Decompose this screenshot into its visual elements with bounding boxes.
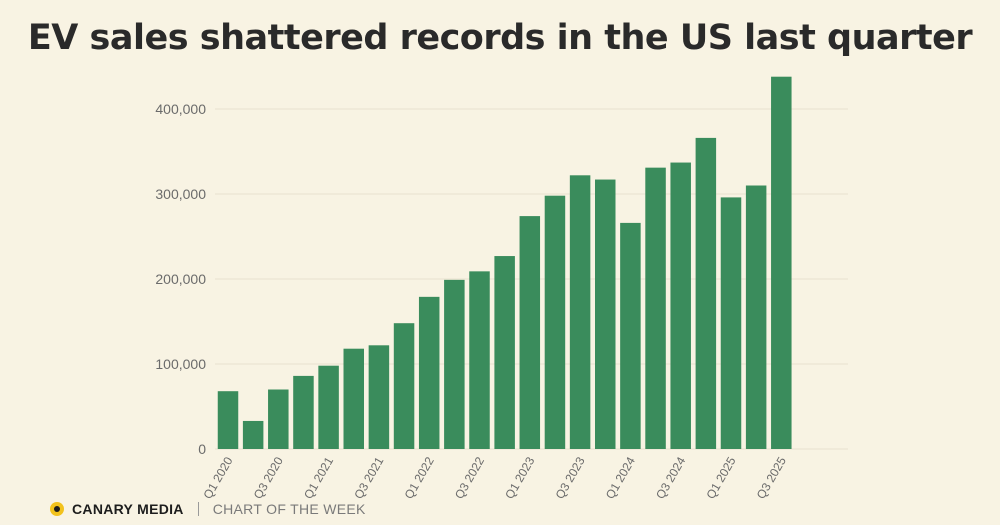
x-tick-label: Q1 2024 [603, 454, 638, 501]
x-tick-label: Q3 2024 [653, 454, 688, 501]
bar-q1-2021 [318, 365, 339, 449]
y-tick-label: 0 [198, 441, 206, 457]
y-tick-label: 100,000 [155, 356, 206, 372]
bar-q3-2020 [268, 389, 289, 449]
y-tick-label: 200,000 [155, 271, 206, 287]
footer: CANARY MEDIA CHART OF THE WEEK [50, 501, 366, 517]
bar-q4-2022 [494, 256, 515, 449]
x-tick-label: Q3 2025 [754, 454, 789, 501]
y-axis: 0 100,000 200,000 300,000 400,000 [155, 101, 206, 457]
x-tick-label: Q1 2021 [301, 454, 336, 501]
bar-q1-2023 [519, 216, 541, 449]
bar-q1-2020 [217, 391, 239, 449]
brand-name: CANARY MEDIA [72, 501, 184, 517]
bar-q2-2024 [645, 167, 666, 449]
bar-q2-2020 [242, 420, 264, 449]
bar-q3-2022 [469, 271, 490, 449]
bar-q4-2023 [595, 179, 616, 450]
bar-q3-2021 [368, 345, 390, 449]
x-tick-label: Q1 2020 [200, 454, 235, 501]
bar-q4-2024 [695, 137, 717, 449]
bar-q4-2021 [393, 323, 415, 449]
bar-q4-2020 [293, 375, 314, 449]
bar-q3-2025 [771, 76, 792, 449]
bar-q3-2024 [670, 162, 691, 450]
bar-q2-2022 [444, 279, 465, 449]
chart-title: EV sales shattered records in the US las… [27, 18, 973, 58]
bars [217, 76, 792, 450]
x-tick-label: Q1 2025 [703, 454, 738, 501]
x-axis: Q1 2020 Q3 2020 Q1 2021 Q3 2021 Q1 2022 Q3 20… [200, 454, 789, 501]
bar-q1-2025 [720, 197, 742, 449]
bar-q2-2025 [745, 185, 767, 449]
tagline: CHART OF THE WEEK [212, 501, 366, 517]
bar-q3-2023 [569, 175, 591, 450]
x-tick-label: Q3 2023 [553, 454, 588, 501]
bar-q2-2021 [343, 348, 364, 449]
x-tick-label: Q3 2022 [452, 454, 487, 501]
bar-q2-2023 [544, 195, 566, 449]
x-tick-label: Q3 2020 [251, 454, 286, 501]
x-tick-label: Q1 2023 [502, 454, 537, 501]
y-tick-label: 400,000 [155, 101, 206, 117]
x-tick-label: Q3 2021 [351, 454, 386, 501]
canary-logo-icon [50, 502, 64, 516]
x-tick-label: Q1 2022 [402, 454, 437, 501]
y-tick-label: 300,000 [155, 186, 206, 202]
bar-q1-2024 [620, 222, 641, 449]
footer-divider [197, 502, 199, 516]
bar-q1-2022 [418, 296, 440, 449]
